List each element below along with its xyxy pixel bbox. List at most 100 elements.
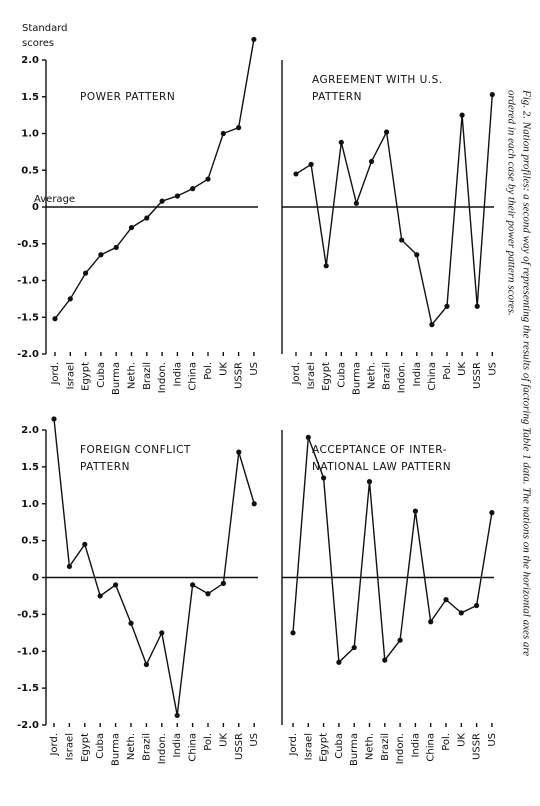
point [368, 158, 375, 165]
x-tick-label: India [410, 733, 421, 758]
x-tick-label: Egypt [81, 362, 92, 391]
panel-title: ACCEPTANCE OF INTER- [312, 444, 447, 456]
point [293, 171, 299, 177]
x-tick-label: Israel [306, 362, 317, 389]
point [305, 434, 311, 440]
point [459, 112, 465, 118]
caption: Fig. 2. Nation profiles: a second way of… [520, 89, 532, 656]
point [51, 416, 57, 422]
line-series [292, 437, 493, 664]
point [428, 619, 434, 625]
x-tick-label: Jord. [49, 733, 60, 757]
point [98, 252, 104, 258]
x-tick-label: China [188, 362, 199, 391]
y-tick-label: 0 [32, 202, 39, 213]
line-series [53, 418, 255, 716]
point [308, 161, 314, 167]
point [382, 657, 388, 663]
x-tick-label: Neth. [365, 733, 376, 760]
x-tick-label: Indon. [395, 733, 406, 764]
x-tick-label: Burma [111, 362, 122, 395]
x-tick-label: Israel [64, 733, 75, 760]
x-tick-label: Israel [65, 362, 76, 389]
x-tick-label: Brazil [141, 733, 152, 761]
point [205, 591, 211, 597]
point [128, 224, 135, 231]
y-tick-label: -1.5 [17, 312, 39, 323]
x-tick-label: US [487, 362, 498, 376]
x-tick-label: Indon. [157, 733, 168, 764]
x-tick-label: Israel [303, 733, 314, 760]
y-tick-label: 1.5 [21, 462, 39, 473]
point [412, 508, 418, 514]
y-tick-label: -0.5 [17, 239, 39, 250]
y-tick-label: 1.0 [21, 129, 39, 140]
panel-title: PATTERN [312, 91, 362, 103]
y-tick-label: -1.0 [17, 646, 39, 657]
point [236, 449, 242, 455]
y-tick-label: -1.0 [17, 276, 39, 287]
point [159, 198, 165, 204]
x-tick-label: Cuba [336, 362, 347, 388]
line-series [295, 94, 493, 327]
point [97, 593, 103, 599]
y-tick-label: 0.5 [21, 165, 39, 176]
y-tick-label: 1.5 [21, 92, 39, 103]
x-tick-label: US [249, 362, 260, 376]
point [113, 244, 119, 251]
x-tick-label: India [412, 362, 423, 387]
panel-title: FOREIGN CONFLICT [80, 444, 191, 456]
x-tick-label: Neth. [127, 362, 138, 389]
point [82, 541, 88, 547]
y-tick-label: 2.0 [21, 55, 39, 66]
x-tick-label: India [172, 362, 183, 387]
point [128, 620, 134, 626]
x-tick-label: Burma [351, 362, 362, 395]
y-axis-label: Standard [22, 23, 68, 34]
point [290, 630, 296, 636]
panel-title: NATIONAL LAW PATTERN [312, 461, 451, 473]
point [205, 176, 211, 182]
y-tick-label: -2.0 [17, 720, 39, 731]
point [384, 129, 390, 135]
annotation: Average [34, 194, 75, 205]
x-tick-label: China [426, 733, 437, 762]
x-tick-label: India [172, 733, 183, 758]
point [144, 215, 150, 221]
point [236, 125, 242, 131]
point [429, 322, 435, 328]
point [67, 296, 73, 302]
x-tick-label: USSR [472, 733, 483, 760]
x-tick-label: Burma [349, 733, 360, 766]
point [143, 661, 149, 668]
point [323, 263, 329, 269]
y-tick-label: -0.5 [17, 609, 39, 620]
point [251, 36, 257, 43]
x-tick-label: Cuba [96, 362, 107, 388]
panel-title: PATTERN [80, 461, 130, 473]
point [321, 475, 327, 481]
point [174, 193, 180, 199]
point [174, 712, 180, 719]
x-tick-label: China [188, 733, 199, 762]
panel-title: AGREEMENT WITH U.S. [312, 74, 443, 86]
y-axis-label: scores [22, 38, 54, 49]
point [397, 637, 403, 643]
point [220, 130, 226, 137]
x-tick-label: Brazil [382, 362, 393, 390]
x-tick-label: China [427, 362, 438, 391]
x-tick-label: Jord. [288, 733, 299, 757]
panel-title: POWER PATTERN [80, 91, 175, 103]
x-tick-label: Pol. [442, 362, 453, 380]
point [66, 563, 72, 570]
point [83, 270, 89, 276]
line-series [54, 39, 255, 320]
y-tick-label: 1.0 [21, 499, 39, 510]
x-tick-label: Egypt [321, 362, 332, 391]
x-tick-label: Jord. [50, 362, 61, 386]
point [113, 582, 119, 588]
x-tick-label: Pol. [441, 733, 452, 751]
x-tick-label: Indon. [397, 362, 408, 393]
x-tick-label: Brazil [380, 733, 391, 761]
